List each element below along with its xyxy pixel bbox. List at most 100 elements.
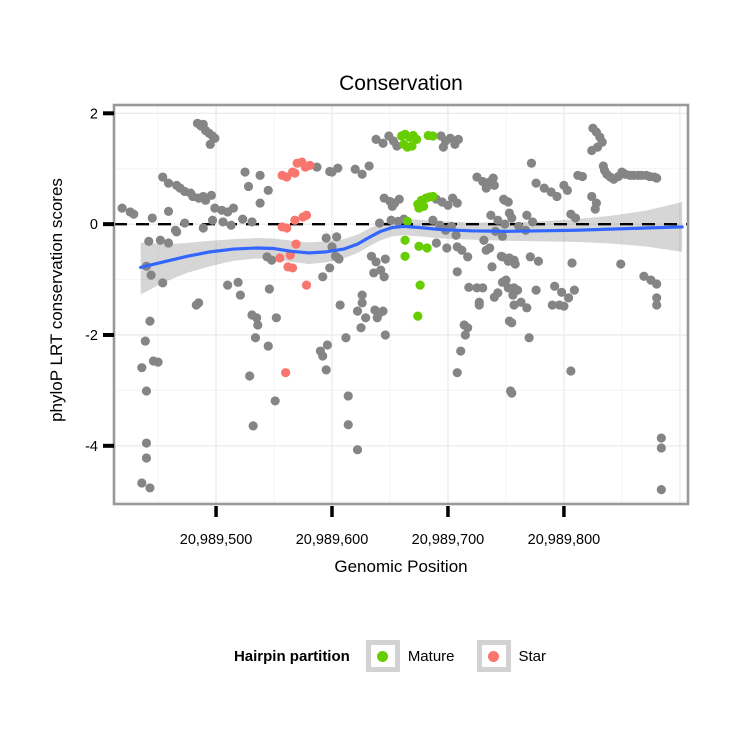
data-point-star	[305, 160, 315, 171]
star-dot-icon	[488, 650, 499, 662]
data-point-other	[379, 272, 389, 282]
data-point-other	[321, 365, 331, 375]
data-point-other	[243, 181, 254, 192]
data-point-other	[516, 297, 526, 307]
data-point-other	[263, 341, 273, 351]
data-point-other	[531, 178, 541, 188]
confidence-band	[140, 201, 683, 295]
data-point-other	[198, 223, 208, 233]
data-point-other	[180, 218, 190, 228]
data-point-other	[332, 232, 342, 242]
data-point-mature	[413, 311, 423, 321]
legend-title: Hairpin partition	[233, 647, 350, 665]
data-point-other	[271, 313, 281, 323]
data-point-other	[191, 300, 201, 310]
data-point-other	[140, 336, 150, 346]
data-point-mature	[407, 141, 417, 151]
legend: Hairpin partition Mature Star	[114, 640, 688, 672]
data-point-other	[250, 333, 261, 343]
data-point-other	[652, 300, 662, 310]
data-point-other	[172, 227, 182, 237]
data-point-other	[238, 214, 248, 224]
data-point-other	[570, 213, 581, 223]
data-point-other	[463, 323, 473, 333]
data-point-other	[510, 259, 520, 269]
data-point-other	[255, 198, 265, 208]
data-point-other	[503, 197, 513, 207]
data-point-other	[451, 230, 461, 240]
legend-label-star: Star	[518, 647, 547, 665]
data-point-other	[252, 313, 262, 323]
data-point-other	[374, 218, 385, 228]
data-point-other	[562, 185, 573, 195]
data-point-other	[550, 281, 560, 291]
data-point-other	[147, 213, 157, 223]
data-point-other	[507, 388, 517, 398]
data-point-other	[380, 330, 390, 340]
x-tick-label: 20,989,800	[528, 532, 601, 548]
data-point-other	[117, 203, 127, 213]
y-tick-label: 2	[90, 106, 98, 122]
data-point-star	[301, 210, 312, 220]
data-point-other	[357, 298, 367, 308]
data-point-other	[386, 215, 396, 225]
data-point-other	[552, 191, 562, 202]
data-point-other	[263, 185, 273, 195]
data-point-other	[587, 191, 597, 202]
data-point-other	[318, 272, 328, 282]
data-point-other	[514, 221, 524, 231]
data-point-other	[497, 231, 508, 241]
data-point-mature	[422, 243, 432, 253]
data-point-other	[228, 203, 239, 213]
data-point-other	[479, 235, 489, 245]
data-point-other	[567, 258, 577, 268]
data-point-other	[656, 433, 666, 443]
data-point-other	[321, 233, 331, 243]
data-point-other	[223, 280, 233, 290]
data-point-other	[372, 313, 382, 323]
data-point-other	[531, 285, 541, 295]
panel-border	[112, 103, 690, 506]
data-point-other	[322, 340, 332, 350]
x-tick-label: 20,989,500	[180, 532, 253, 548]
data-point-other	[333, 253, 343, 263]
data-point-other	[656, 484, 666, 495]
data-point-other	[380, 254, 390, 264]
data-point-other	[350, 164, 360, 174]
data-point-other	[318, 351, 328, 361]
data-point-mature	[400, 251, 410, 261]
data-point-other	[356, 323, 366, 333]
data-point-other	[463, 252, 473, 262]
data-point-other	[559, 301, 569, 311]
data-point-other	[267, 255, 277, 265]
data-point-other	[210, 203, 220, 213]
data-point-other	[325, 263, 335, 273]
data-point-other	[343, 391, 353, 401]
data-point-other	[137, 478, 147, 488]
data-point-other	[452, 368, 462, 378]
data-point-other	[371, 257, 381, 267]
data-point-other	[327, 167, 337, 177]
data-point-other	[312, 162, 322, 172]
data-point-other	[163, 206, 174, 216]
y-tick-label: -4	[85, 439, 98, 455]
x-axis-title: Genomic Position	[334, 557, 468, 576]
x-tick-label: 20,989,600	[296, 532, 369, 548]
data-point-star	[281, 368, 291, 378]
data-point-mature	[428, 191, 438, 202]
data-point-star	[291, 239, 301, 249]
data-point-other	[590, 204, 600, 214]
data-point-other	[639, 271, 649, 281]
data-point-other	[431, 238, 441, 248]
data-point-other	[474, 300, 484, 310]
data-point-other	[226, 220, 236, 230]
data-point-other	[163, 178, 174, 188]
data-point-other	[489, 180, 499, 190]
data-point-other	[522, 210, 532, 220]
y-tick-label: 0	[90, 217, 98, 233]
data-point-other	[371, 134, 381, 144]
data-point-mature	[402, 216, 412, 226]
data-point-mature	[412, 134, 422, 144]
data-point-star	[282, 223, 292, 233]
